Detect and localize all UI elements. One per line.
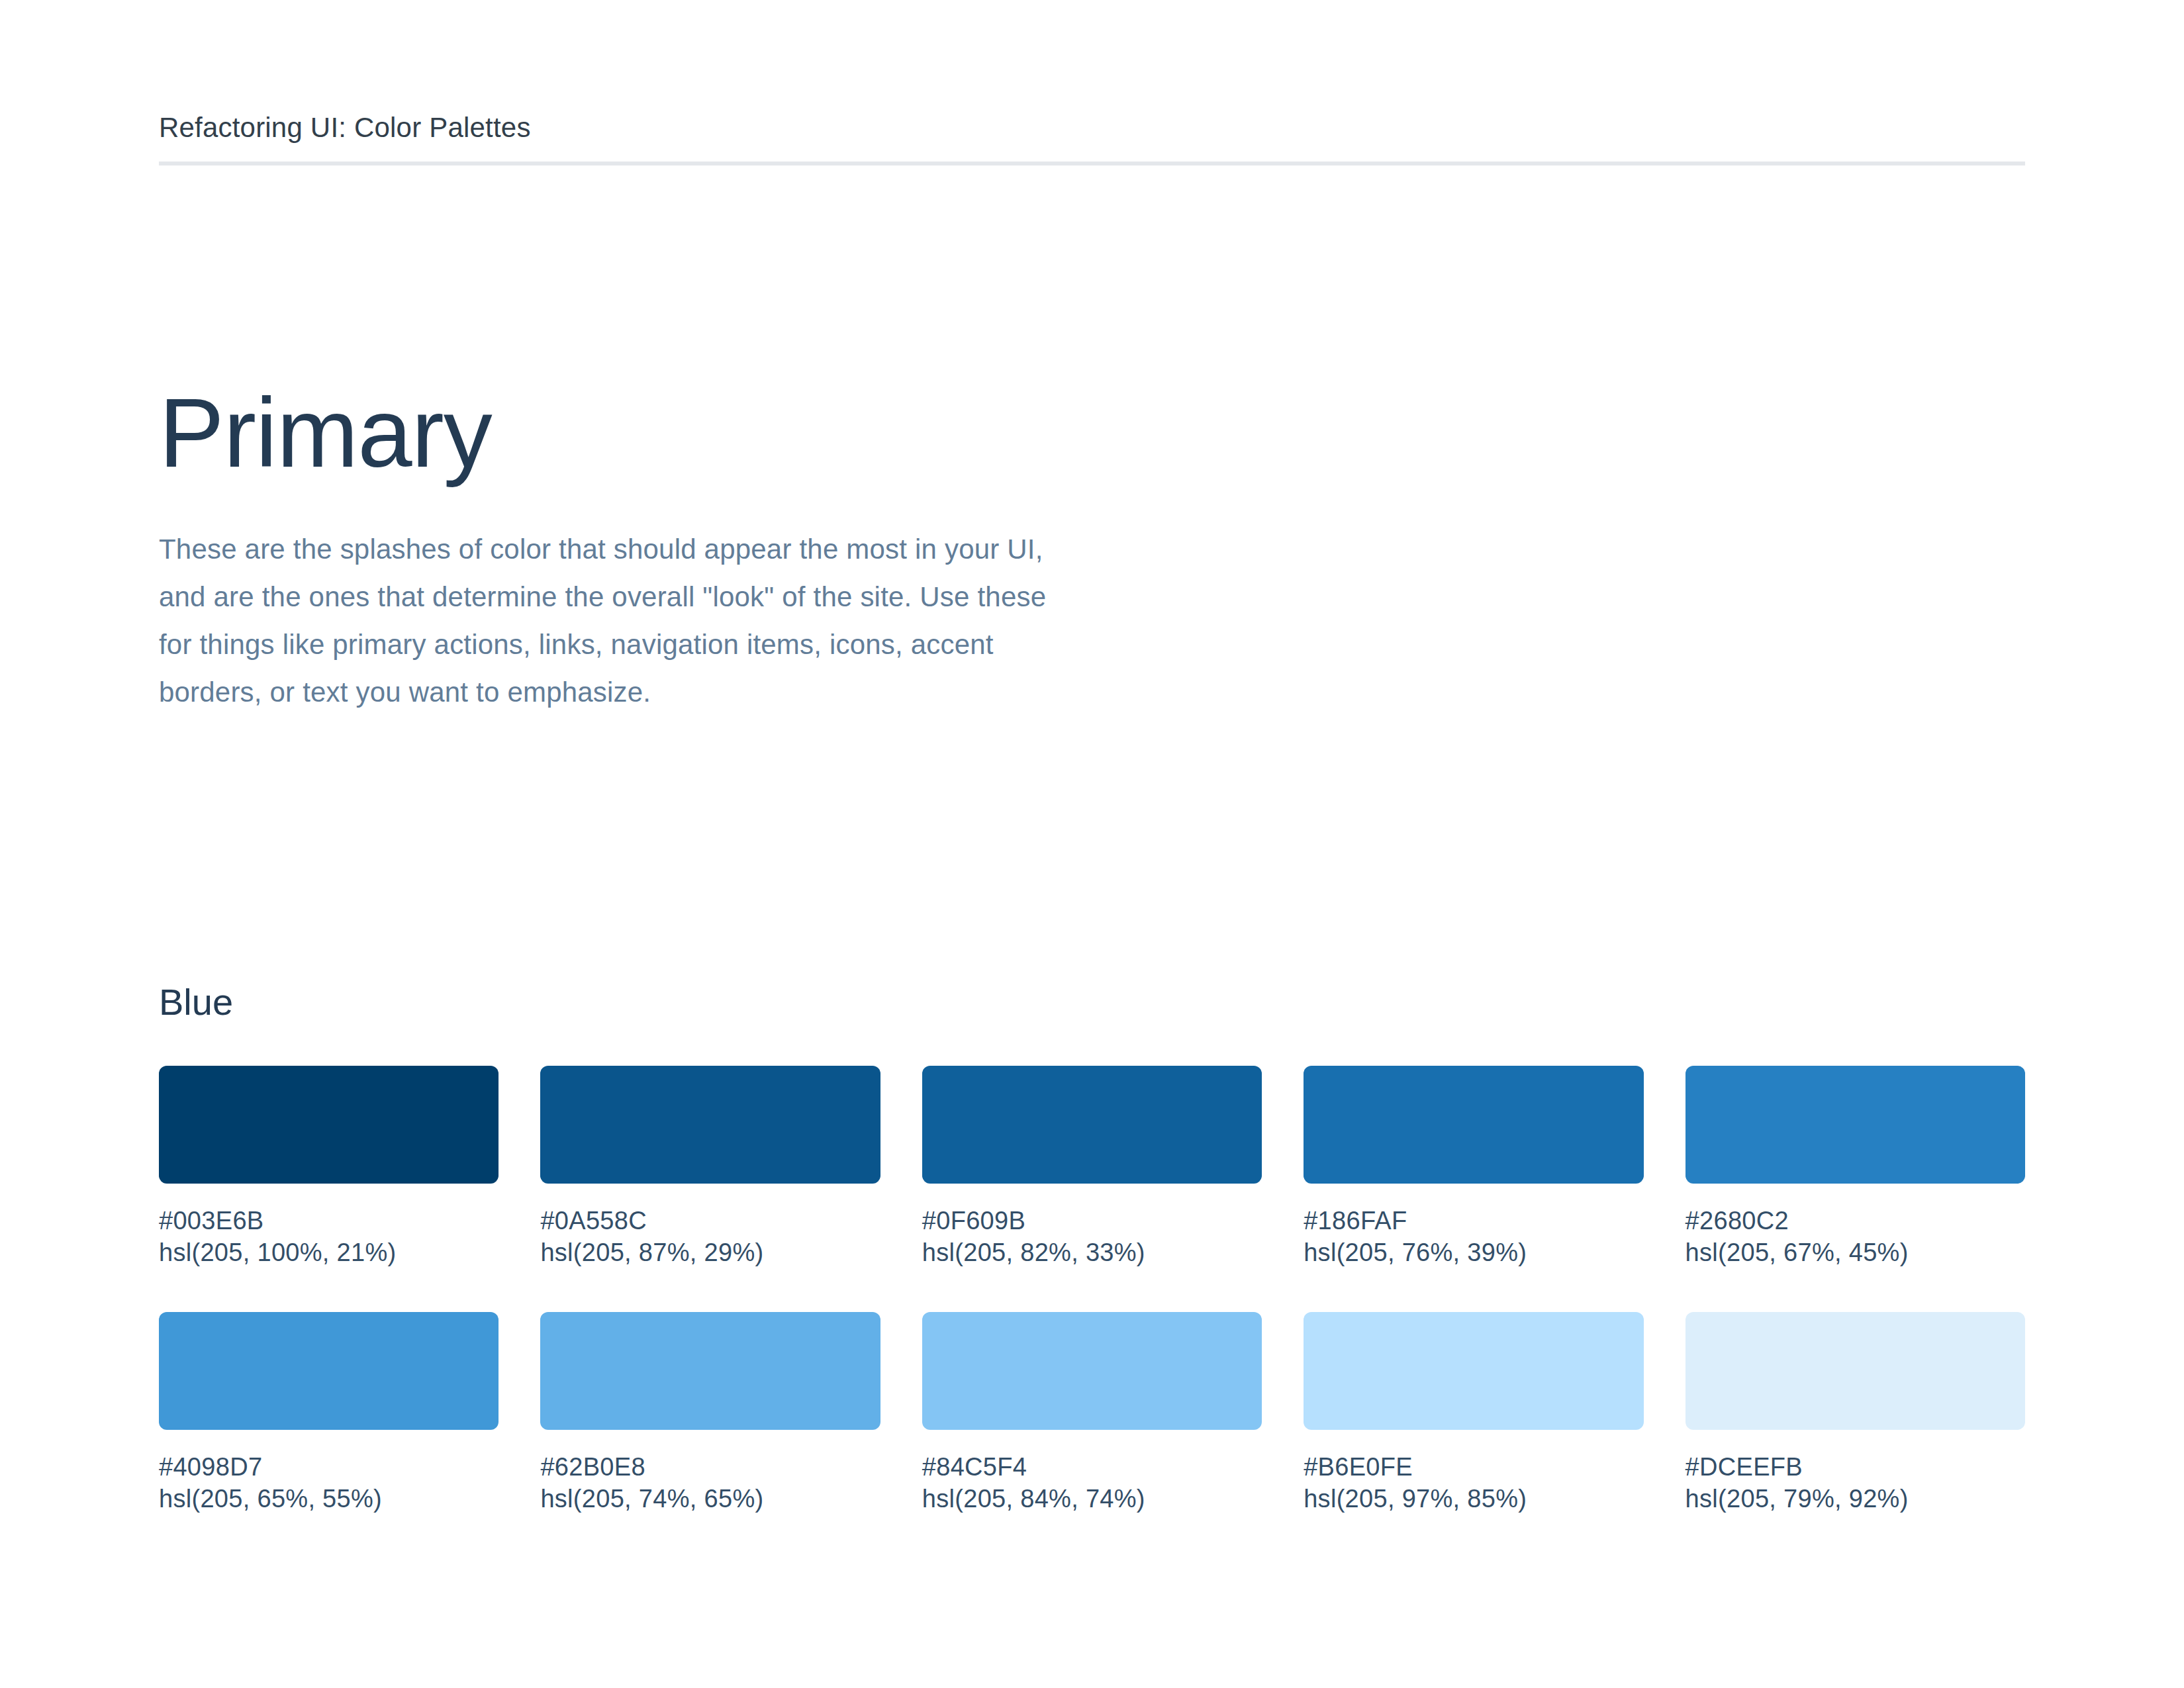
swatch-color — [1685, 1066, 2025, 1184]
swatch-hex-label: #DCEEFB — [1685, 1451, 2025, 1483]
swatch-hsl-label: hsl(205, 97%, 85%) — [1304, 1483, 1643, 1515]
swatch-hex-label: #B6E0FE — [1304, 1451, 1643, 1483]
swatch-hsl-label: hsl(205, 82%, 33%) — [922, 1237, 1262, 1268]
swatch-hsl-label: hsl(205, 79%, 92%) — [1685, 1483, 2025, 1515]
swatch-hex-label: #62B0E8 — [540, 1451, 880, 1483]
swatch-cell: #186FAF hsl(205, 76%, 39%) — [1304, 1066, 1643, 1268]
swatch-cell: #DCEEFB hsl(205, 79%, 92%) — [1685, 1312, 2025, 1515]
swatch-hsl-label: hsl(205, 76%, 39%) — [1304, 1237, 1643, 1268]
header-divider — [159, 162, 2025, 165]
swatch-hsl-label: hsl(205, 65%, 55%) — [159, 1483, 499, 1515]
swatch-hex-label: #0F609B — [922, 1205, 1262, 1237]
swatch-cell: #0A558C hsl(205, 87%, 29%) — [540, 1066, 880, 1268]
swatch-hex-label: #186FAF — [1304, 1205, 1643, 1237]
document-title: Refactoring UI: Color Palettes — [159, 111, 2025, 144]
swatch-hsl-label: hsl(205, 100%, 21%) — [159, 1237, 499, 1268]
swatch-cell: #62B0E8 hsl(205, 74%, 65%) — [540, 1312, 880, 1515]
swatch-hsl-label: hsl(205, 74%, 65%) — [540, 1483, 880, 1515]
section-description: These are the splashes of color that sho… — [159, 526, 1271, 716]
swatch-color — [159, 1312, 499, 1430]
swatch-grid: #003E6B hsl(205, 100%, 21%) #0A558C hsl(… — [159, 1066, 2025, 1515]
swatch-color — [1304, 1312, 1643, 1430]
swatch-hsl-label: hsl(205, 84%, 74%) — [922, 1483, 1262, 1515]
swatch-hex-label: #0A558C — [540, 1205, 880, 1237]
swatch-hsl-label: hsl(205, 87%, 29%) — [540, 1237, 880, 1268]
swatch-cell: #84C5F4 hsl(205, 84%, 74%) — [922, 1312, 1262, 1515]
palette-name: Blue — [159, 981, 2025, 1023]
swatch-color — [922, 1066, 1262, 1184]
swatch-color — [159, 1066, 499, 1184]
swatch-cell: #003E6B hsl(205, 100%, 21%) — [159, 1066, 499, 1268]
swatch-hex-label: #2680C2 — [1685, 1205, 2025, 1237]
swatch-hex-label: #84C5F4 — [922, 1451, 1262, 1483]
swatch-cell: #0F609B hsl(205, 82%, 33%) — [922, 1066, 1262, 1268]
swatch-color — [540, 1312, 880, 1430]
swatch-color — [1304, 1066, 1643, 1184]
swatch-hex-label: #4098D7 — [159, 1451, 499, 1483]
swatch-color — [1685, 1312, 2025, 1430]
swatch-cell: #B6E0FE hsl(205, 97%, 85%) — [1304, 1312, 1643, 1515]
swatch-cell: #4098D7 hsl(205, 65%, 55%) — [159, 1312, 499, 1515]
swatch-hex-label: #003E6B — [159, 1205, 499, 1237]
page: Refactoring UI: Color Palettes Primary T… — [0, 0, 2184, 1688]
swatch-hsl-label: hsl(205, 67%, 45%) — [1685, 1237, 2025, 1268]
section-title: Primary — [159, 384, 2025, 482]
swatch-color — [922, 1312, 1262, 1430]
swatch-cell: #2680C2 hsl(205, 67%, 45%) — [1685, 1066, 2025, 1268]
swatch-color — [540, 1066, 880, 1184]
